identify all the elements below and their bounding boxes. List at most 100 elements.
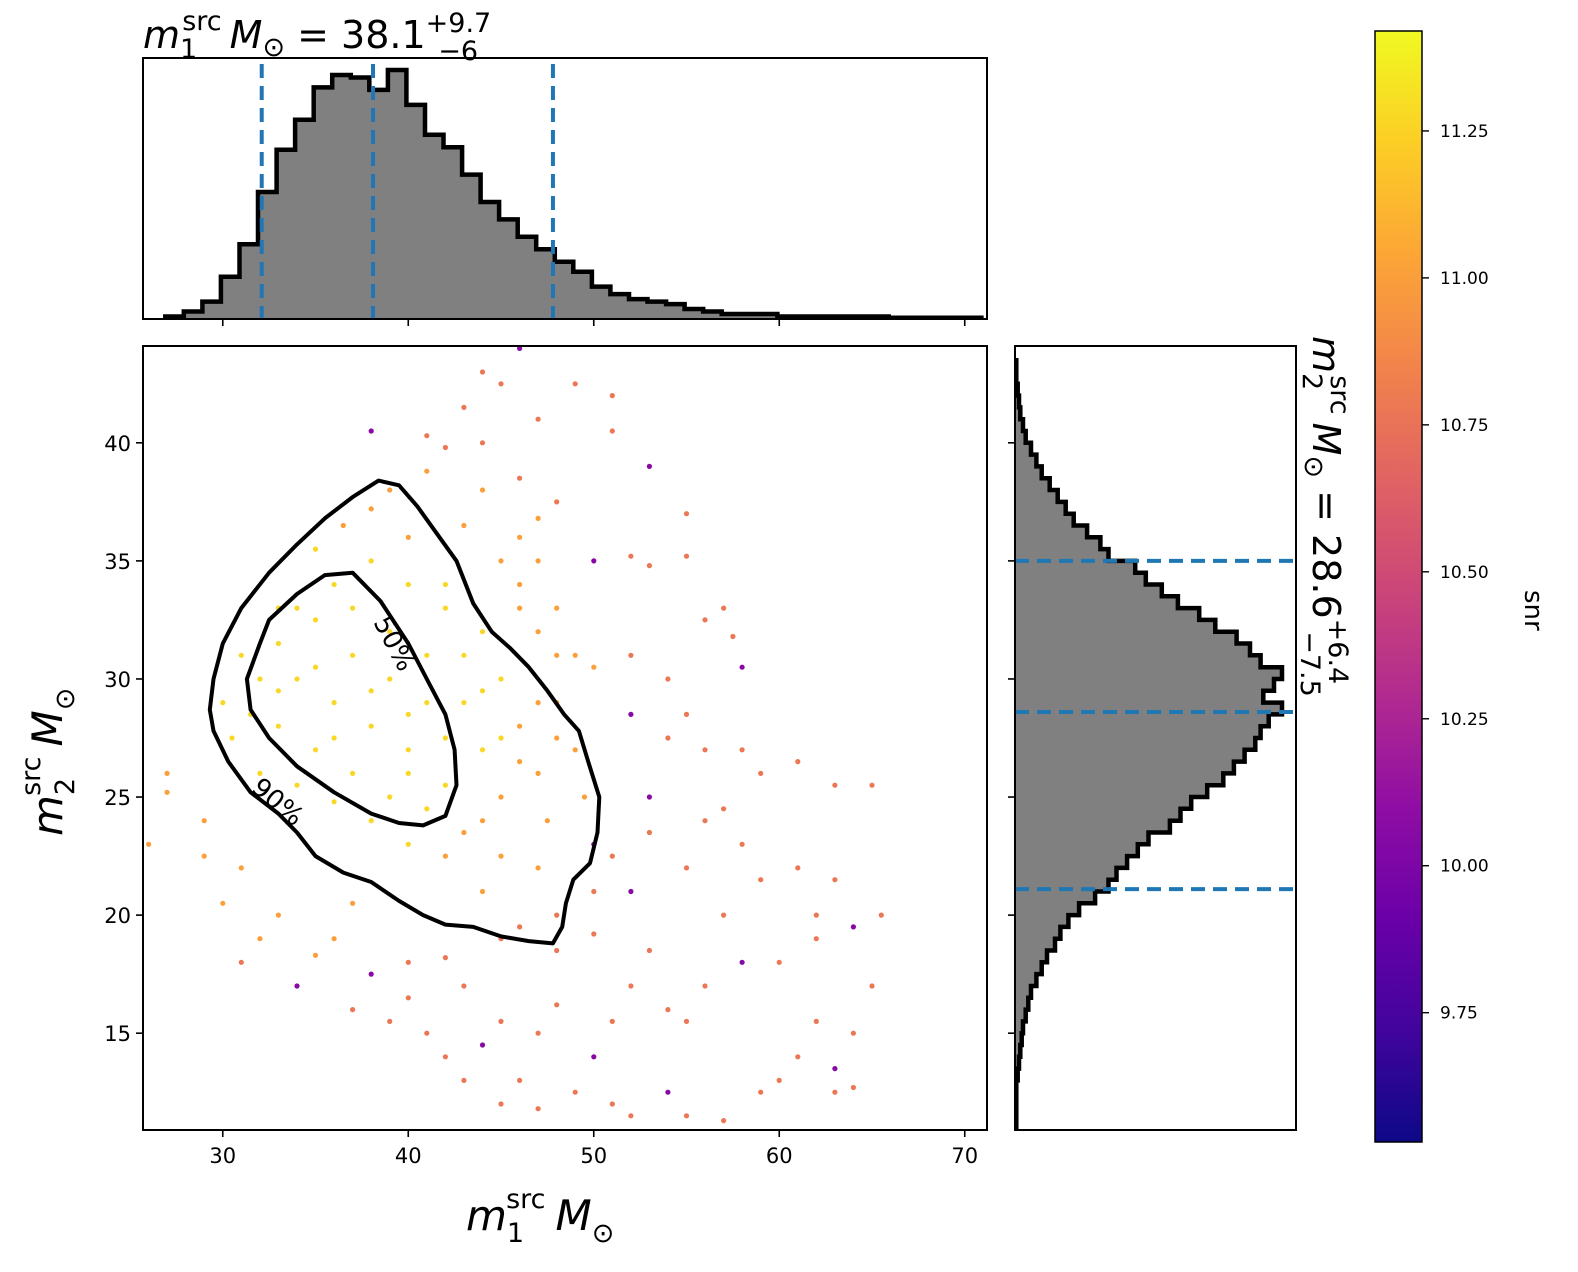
scatter-point (312, 747, 319, 753)
scatter-point (368, 506, 374, 512)
scatter-point (850, 1030, 857, 1036)
scatter-point (850, 1084, 857, 1091)
scatter-point (702, 983, 708, 989)
m2-marginal-ticks (1008, 442, 1015, 1034)
y-tick-label: 25 (104, 786, 131, 810)
scatter-point (702, 818, 708, 824)
scatter-point (869, 782, 875, 788)
scatter-point (646, 829, 653, 836)
scatter-point (554, 735, 560, 741)
scatter-point (554, 499, 560, 505)
m1-histogram-fill (165, 70, 982, 319)
scatter-point (461, 983, 467, 989)
m1-marginal-ticks (221, 319, 966, 326)
scatter-point (424, 806, 430, 812)
scatter-point (164, 789, 170, 795)
scatter-point (591, 558, 597, 564)
scatter-point (220, 700, 226, 706)
scatter-point (312, 664, 319, 670)
scatter-point (646, 794, 653, 800)
scatter-point (683, 1113, 690, 1119)
scatter-point (730, 633, 736, 640)
scatter-point (294, 782, 300, 788)
y-tick-label: 15 (104, 1022, 131, 1046)
scatter-point (609, 393, 615, 399)
scatter-point (405, 711, 411, 718)
scatter-point (832, 1066, 838, 1072)
scatter-point (739, 841, 745, 847)
scatter-point (554, 605, 560, 611)
m1-histogram-step (163, 67, 984, 319)
scatter-point (442, 735, 448, 741)
scatter-point (721, 912, 727, 918)
colorbar-gradient (1374, 30, 1423, 1143)
contour-50-line (244, 570, 459, 828)
scatter-point (683, 553, 690, 559)
scatter-point (646, 463, 653, 469)
scatter-point (257, 770, 263, 777)
scatter-point (350, 900, 356, 906)
scatter-point (461, 404, 467, 410)
scatter-point (795, 1054, 801, 1060)
scatter-point (387, 629, 393, 635)
x-tick-label: 50 (580, 1144, 607, 1168)
scatter-point (498, 1101, 504, 1107)
scatter-point (795, 865, 801, 871)
scatter-point (517, 581, 523, 588)
scatter-points (146, 346, 884, 1124)
scatter-point (628, 983, 634, 989)
y-tick-label: 35 (104, 550, 131, 574)
scatter-point (535, 770, 541, 777)
scatter-point (350, 1007, 356, 1013)
scatter-point (275, 688, 281, 694)
scatter-point (628, 553, 634, 559)
scatter-point (146, 841, 152, 847)
scatter-point (257, 936, 263, 942)
scatter-frame (142, 345, 988, 1131)
scatter-point (591, 664, 597, 670)
scatter-point (350, 652, 356, 658)
scatter-point (220, 900, 226, 906)
scatter-point (517, 723, 523, 729)
scatter-point (498, 1018, 504, 1024)
scatter-point (813, 1018, 819, 1024)
contour-90-line (207, 478, 602, 946)
scatter-point (646, 947, 653, 954)
scatter-point (739, 664, 745, 670)
scatter-point (405, 534, 411, 540)
scatter-point (832, 782, 838, 788)
scatter-point (405, 747, 411, 753)
scatter-point (535, 1106, 541, 1112)
scatter-point (479, 818, 486, 824)
scatter-point (628, 652, 634, 658)
m2-marginal-panel: m2srcM⊙ = 28.6+6.4−7.5 (1008, 336, 1355, 1131)
scatter-point (758, 770, 764, 777)
scatter-point (572, 747, 578, 753)
scatter-point (461, 700, 467, 706)
scatter-point (535, 416, 541, 422)
scatter-point (498, 381, 504, 387)
scatter-point (405, 995, 411, 1001)
scatter-point (878, 912, 884, 918)
scatter-point (442, 853, 448, 859)
scatter-point (739, 747, 745, 753)
credible-contours (207, 478, 602, 946)
scatter-point (479, 1042, 486, 1048)
scatter-point (368, 723, 374, 729)
scatter-point (739, 959, 745, 965)
colorbar-tick-label: 11.00 (1440, 269, 1489, 289)
scatter-point (442, 581, 448, 588)
scatter-point (721, 605, 727, 611)
scatter-point (238, 865, 244, 871)
scatter-point (312, 617, 319, 623)
scatter-point (229, 735, 235, 741)
scatter-point (368, 558, 374, 564)
scatter-point (591, 1054, 597, 1060)
scatter-point (424, 433, 430, 439)
scatter-point (442, 444, 448, 451)
y-axis-ticks: 15 20 25 30 35 40 (104, 432, 143, 1046)
m2-histogram (1015, 357, 1285, 1130)
scatter-point (665, 735, 671, 741)
scatter-point (721, 1118, 727, 1124)
